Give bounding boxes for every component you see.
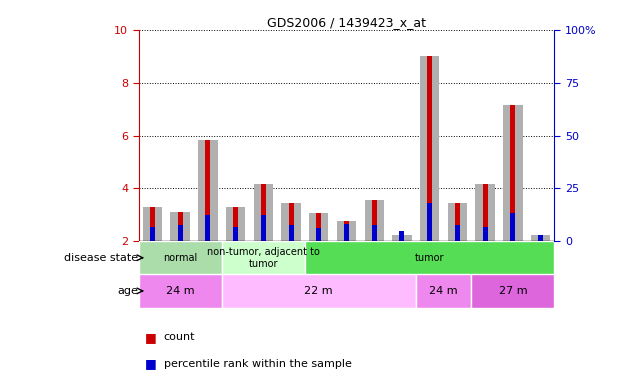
- Bar: [233, 226, 238, 241]
- Bar: [392, 234, 411, 241]
- Bar: [372, 225, 377, 241]
- Bar: [178, 212, 183, 241]
- Bar: [483, 184, 488, 241]
- Bar: [372, 200, 377, 241]
- Text: non-tumor, adjacent to
tumor: non-tumor, adjacent to tumor: [207, 247, 320, 268]
- Bar: [233, 207, 238, 241]
- Bar: [150, 226, 155, 241]
- Bar: [420, 56, 439, 241]
- Bar: [483, 226, 488, 241]
- Text: ■: ■: [145, 357, 157, 370]
- Bar: [471, 274, 554, 308]
- Bar: [305, 241, 554, 274]
- Bar: [416, 274, 471, 308]
- Bar: [448, 203, 467, 241]
- Bar: [254, 184, 273, 241]
- Text: normal: normal: [163, 253, 197, 263]
- Bar: [205, 215, 210, 241]
- Text: 27 m: 27 m: [498, 286, 527, 296]
- Title: GDS2006 / 1439423_x_at: GDS2006 / 1439423_x_at: [267, 16, 426, 29]
- Text: count: count: [164, 333, 195, 342]
- Bar: [427, 56, 432, 241]
- Bar: [226, 207, 245, 241]
- Text: 22 m: 22 m: [304, 286, 333, 296]
- Bar: [344, 221, 349, 241]
- Bar: [503, 105, 522, 241]
- Bar: [289, 203, 294, 241]
- Bar: [178, 225, 183, 241]
- Bar: [309, 213, 328, 241]
- Text: tumor: tumor: [415, 253, 444, 263]
- Bar: [205, 140, 210, 241]
- Bar: [531, 234, 550, 241]
- Text: ■: ■: [145, 331, 157, 344]
- Bar: [139, 274, 222, 308]
- Bar: [538, 234, 543, 241]
- Bar: [289, 225, 294, 241]
- Bar: [399, 231, 404, 241]
- Bar: [316, 228, 321, 241]
- Text: disease state: disease state: [64, 253, 139, 263]
- Bar: [344, 224, 349, 241]
- Bar: [399, 234, 404, 241]
- Bar: [316, 213, 321, 241]
- Bar: [455, 203, 460, 241]
- Bar: [365, 200, 384, 241]
- Bar: [476, 184, 495, 241]
- Text: percentile rank within the sample: percentile rank within the sample: [164, 359, 352, 369]
- Text: age: age: [118, 286, 139, 296]
- Bar: [455, 225, 460, 241]
- Text: 24 m: 24 m: [429, 286, 458, 296]
- Bar: [139, 241, 222, 274]
- Bar: [261, 184, 266, 241]
- Bar: [510, 105, 515, 241]
- Bar: [510, 213, 515, 241]
- Bar: [171, 212, 190, 241]
- Bar: [282, 203, 301, 241]
- Bar: [427, 203, 432, 241]
- Bar: [337, 221, 356, 241]
- Text: 24 m: 24 m: [166, 286, 195, 296]
- Bar: [150, 207, 155, 241]
- Bar: [538, 234, 543, 241]
- Bar: [198, 140, 217, 241]
- Bar: [222, 241, 305, 274]
- Bar: [261, 215, 266, 241]
- Bar: [222, 274, 416, 308]
- Bar: [143, 207, 162, 241]
